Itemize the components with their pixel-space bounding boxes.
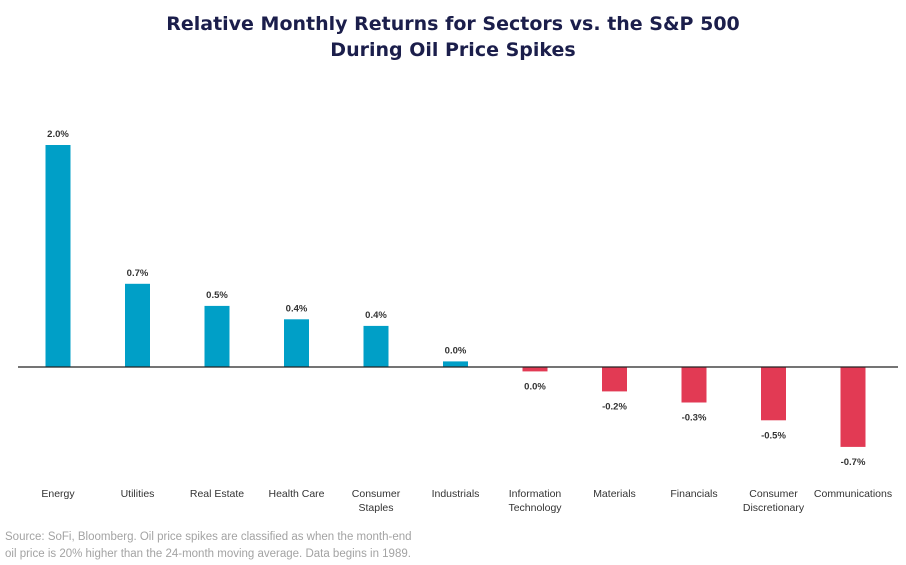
data-label-6: 0.0% [524,381,546,392]
data-label-4: 0.4% [365,310,387,321]
bar-4 [363,325,389,367]
bar-10 [840,367,866,447]
category-label-0: Energy [41,488,75,500]
bar-8 [681,367,707,403]
bar-9 [761,367,786,421]
source-note: Source: SoFi, Bloomberg. Oil price spike… [5,529,885,563]
bar-2 [204,305,230,367]
data-label-3: 0.4% [286,303,308,314]
chart-title-line-1: Relative Monthly Returns for Sectors vs.… [166,13,740,35]
category-label-3: Health Care [268,488,324,500]
data-label-1: 0.7% [127,268,149,279]
bar-0 [45,145,71,367]
source-note-line-2: oil price is 20% higher than the 24-mont… [5,548,411,560]
bar-1 [125,283,150,368]
data-label-5: 0.0% [445,345,467,356]
data-label-8: -0.3% [682,413,707,424]
category-label-1: Utilities [121,488,155,500]
data-label-7: -0.2% [602,401,627,412]
data-label-0: 2.0% [47,129,69,140]
bar-3 [284,319,309,367]
category-label-9-line-2: Discretionary [743,502,805,514]
category-label-9-line-1: Consumer [749,488,798,500]
category-label-5: Industrials [432,488,480,500]
source-note-line-1: Source: SoFi, Bloomberg. Oil price spike… [5,531,412,543]
bar-chart: 2.0% Energy 0.7% Utilities 0.5% Real Estate 0.… [18,129,898,514]
category-label-7: Materials [593,488,636,500]
data-label-10: -0.7% [841,457,866,468]
data-label-2: 0.5% [206,290,228,301]
bar-5 [443,361,468,367]
category-label-8: Financials [670,488,717,500]
category-label-6-line-2: Technology [508,502,562,514]
category-label-4-line-1: Consumer [352,488,401,500]
bar-7 [602,367,627,392]
chart-title-line-2: During Oil Price Spikes [330,39,576,61]
chart-title: Relative Monthly Returns for Sectors vs.… [0,11,906,63]
category-label-4-line-2: Staples [358,502,393,514]
category-label-10: Communications [814,488,892,500]
data-label-9: -0.5% [761,430,786,441]
bar-6 [522,367,548,372]
category-label-6-line-1: Information [509,488,562,500]
category-label-2: Real Estate [190,488,244,500]
